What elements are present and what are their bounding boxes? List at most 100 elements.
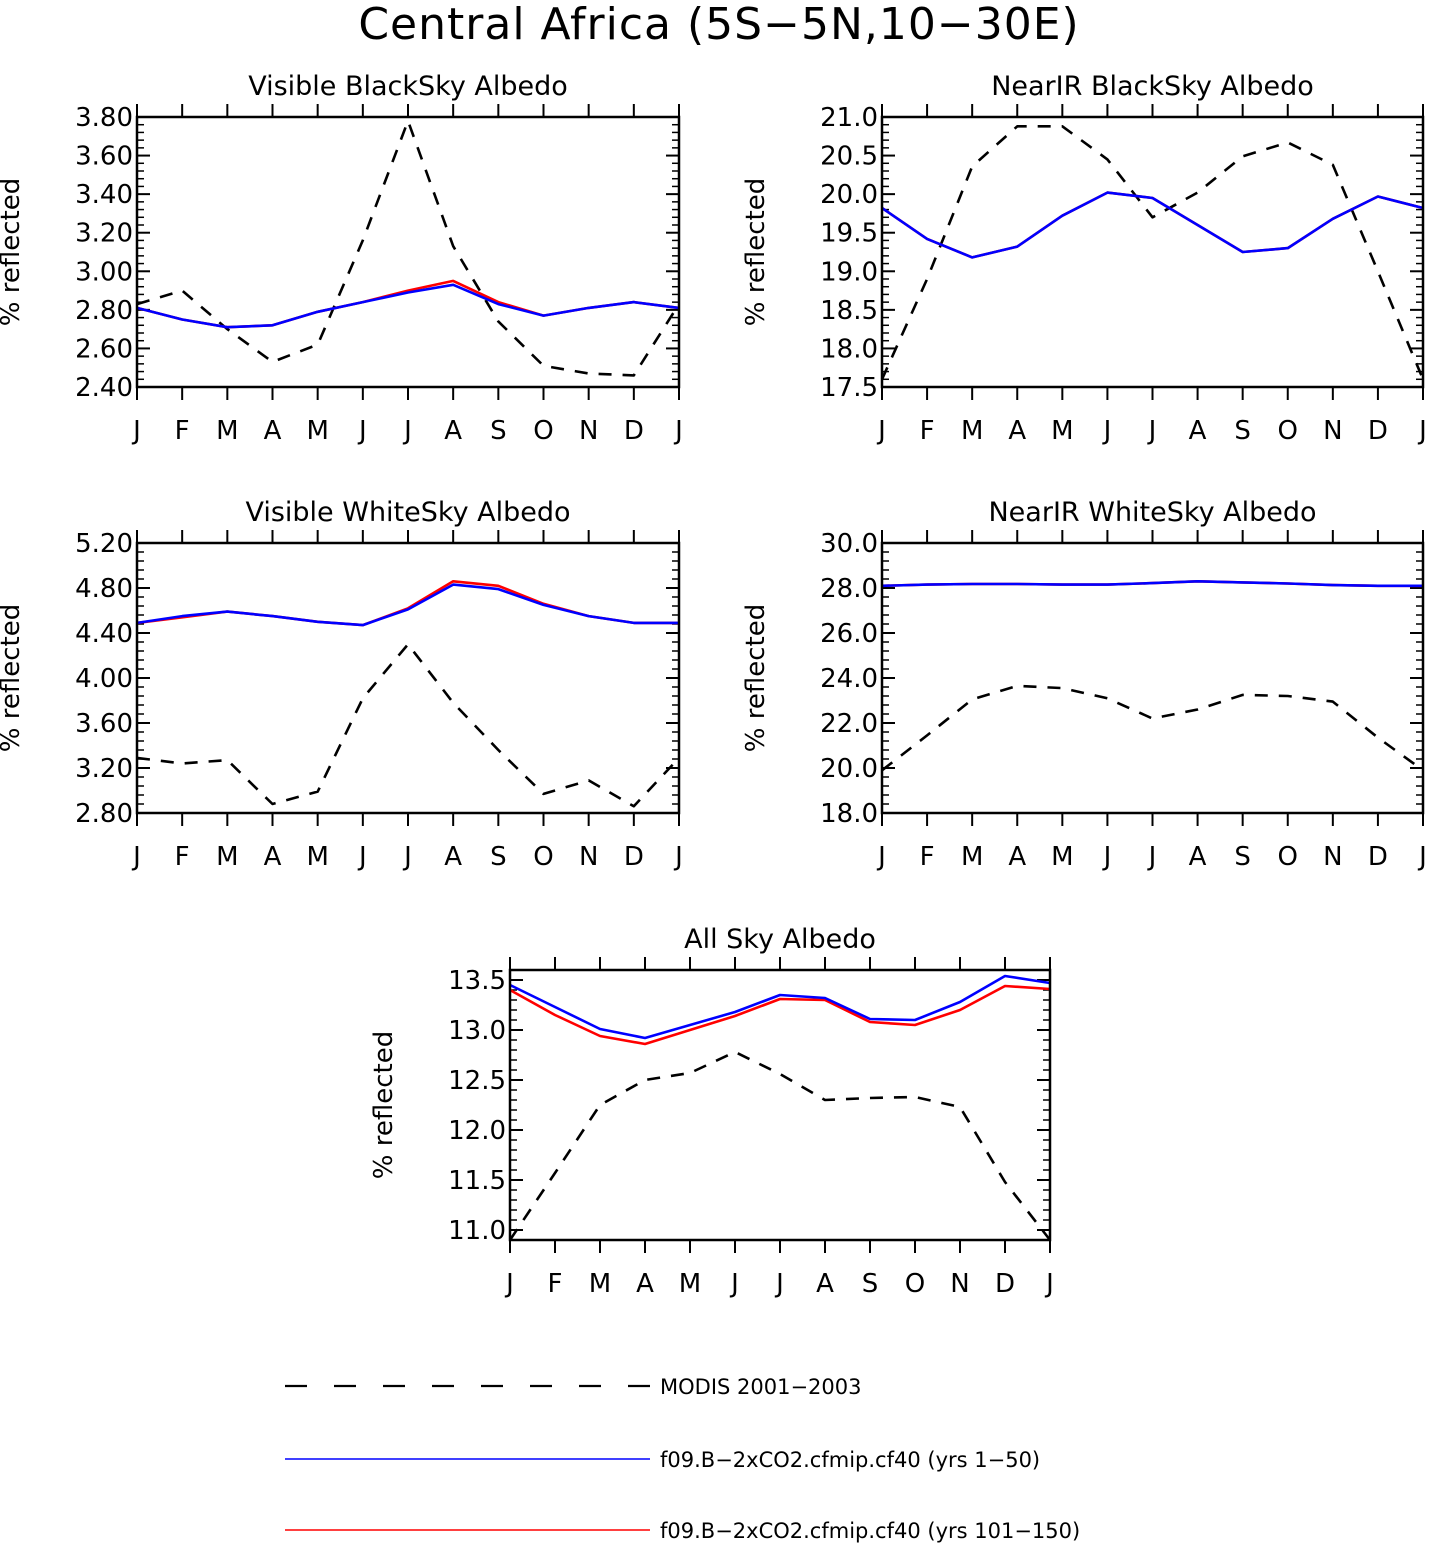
series-line-run-1-50 (509, 974, 1051, 1040)
x-tick-label: N (1323, 842, 1342, 872)
y-tick-label: 19.5 (820, 219, 878, 249)
series-line-modis (136, 642, 680, 808)
y-tick-label: 18.0 (820, 799, 878, 829)
y-tick-label: 20.0 (820, 754, 878, 784)
x-tick-label: A (816, 1269, 834, 1299)
y-tick-label: 3.80 (75, 103, 133, 133)
legend-entry-3: f09.B−2xCO2.cfmip.cf40 (yrs 101−150) (285, 1519, 1080, 1543)
series-line-modis (508, 1050, 1052, 1241)
y-tick-label: 20.0 (820, 180, 878, 210)
plot-frame (135, 541, 681, 815)
x-tick-label: J (673, 416, 683, 446)
series-line-run-1-50 (881, 191, 1424, 259)
x-tick-label: J (1102, 842, 1112, 872)
y-tick-label: 13.0 (448, 1016, 506, 1046)
y-axis-label: % reflected (0, 604, 26, 752)
figure-title: Central Africa (5S−5N,10−30E) (358, 0, 1079, 50)
panel-title: All Sky Albedo (684, 924, 876, 955)
x-tick-label: F (175, 416, 190, 446)
x-tick-label: D (1368, 416, 1388, 446)
legend-entry-1: MODIS 2001−2003 (285, 1375, 862, 1399)
y-tick-label: 12.0 (448, 1116, 506, 1146)
x-tick-label: J (774, 1269, 784, 1299)
x-tick-label: O (1278, 842, 1298, 872)
x-tick-label: O (1278, 416, 1298, 446)
x-tick-label: J (504, 1269, 514, 1299)
chart-panel-1: Visible BlackSky Albedo % reflected 2.40 2.… (0, 71, 683, 446)
x-tick-label: A (444, 416, 462, 446)
legend-label: MODIS 2001−2003 (660, 1375, 862, 1399)
x-tick-label: M (306, 842, 328, 872)
x-tick-label: M (306, 416, 328, 446)
x-tick-label: S (1234, 842, 1251, 872)
x-tick-label: J (357, 416, 367, 446)
y-tick-label: 3.20 (75, 754, 133, 784)
x-tick-label: M (961, 416, 983, 446)
y-tick-label: 5.20 (75, 529, 133, 559)
x-tick-label: F (920, 416, 935, 446)
x-tick-label: M (1051, 842, 1073, 872)
legend-entry-2: f09.B−2xCO2.cfmip.cf40 (yrs 1−50) (285, 1448, 1040, 1472)
x-tick-label: M (589, 1269, 611, 1299)
y-tick-label: 3.20 (75, 219, 133, 249)
y-axis-label: % reflected (741, 604, 771, 752)
y-axis-label: % reflected (741, 178, 771, 326)
x-tick-label: J (402, 416, 412, 446)
legend-label: f09.B−2xCO2.cfmip.cf40 (yrs 101−150) (660, 1519, 1080, 1543)
x-tick-label: J (131, 842, 141, 872)
x-tick-label: S (862, 1269, 879, 1299)
legend-label: f09.B−2xCO2.cfmip.cf40 (yrs 1−50) (660, 1448, 1040, 1472)
x-tick-label: O (905, 1269, 925, 1299)
panel-title: NearIR WhiteSky Albedo (988, 497, 1316, 528)
y-tick-label: 12.5 (448, 1066, 506, 1096)
y-tick-label: 22.0 (820, 709, 878, 739)
x-tick-label: A (1189, 416, 1207, 446)
x-tick-label: S (490, 842, 507, 872)
x-tick-label: J (1147, 416, 1157, 446)
x-tick-label: N (579, 416, 598, 446)
series-line-modis (881, 684, 1424, 772)
x-tick-label: J (402, 842, 412, 872)
y-tick-label: 2.40 (75, 373, 133, 403)
x-tick-label: A (264, 416, 282, 446)
y-tick-label: 30.0 (820, 529, 878, 559)
y-tick-label: 20.5 (820, 142, 878, 172)
y-tick-label: 17.5 (820, 373, 878, 403)
x-tick-label: M (1051, 416, 1073, 446)
y-tick-label: 4.40 (75, 619, 133, 649)
y-axis-label: % reflected (0, 178, 26, 326)
y-tick-label: 21.0 (820, 103, 878, 133)
chart-panel-3: Visible WhiteSky Albedo % reflected 2.80 3.… (0, 497, 683, 872)
x-tick-label: J (876, 416, 886, 446)
x-tick-label: A (444, 842, 462, 872)
panel-title: Visible BlackSky Albedo (248, 71, 568, 102)
y-tick-label: 13.5 (448, 966, 506, 996)
series-line-run-101-150 (881, 191, 1424, 259)
x-tick-label: A (636, 1269, 654, 1299)
x-tick-label: M (961, 842, 983, 872)
series-line-modis (880, 125, 1425, 380)
series-line-run-1-50 (881, 579, 1423, 588)
plot-frame (135, 115, 681, 389)
x-tick-label: A (1189, 842, 1207, 872)
x-tick-label: J (357, 842, 367, 872)
plot-frame (508, 968, 1052, 1242)
x-tick-label: N (579, 842, 598, 872)
x-tick-label: A (1008, 416, 1026, 446)
legend: MODIS 2001−2003 f09.B−2xCO2.cfmip.cf40 (y… (285, 1375, 1080, 1543)
x-tick-label: J (1102, 416, 1112, 446)
x-tick-label: O (533, 416, 553, 446)
y-tick-label: 4.00 (75, 664, 133, 694)
x-tick-label: J (1417, 842, 1427, 872)
x-tick-label: J (729, 1269, 739, 1299)
y-tick-label: 26.0 (820, 619, 878, 649)
x-tick-label: D (624, 842, 644, 872)
y-tick-label: 3.40 (75, 180, 133, 210)
plot-frame (880, 115, 1425, 389)
x-tick-label: J (1044, 1269, 1054, 1299)
y-tick-label: 11.0 (448, 1216, 506, 1246)
panel-title: Visible WhiteSky Albedo (245, 497, 570, 528)
y-tick-label: 24.0 (820, 664, 878, 694)
chart-panel-2: NearIR BlackSky Albedo % reflected 17.5 18.… (741, 71, 1427, 446)
